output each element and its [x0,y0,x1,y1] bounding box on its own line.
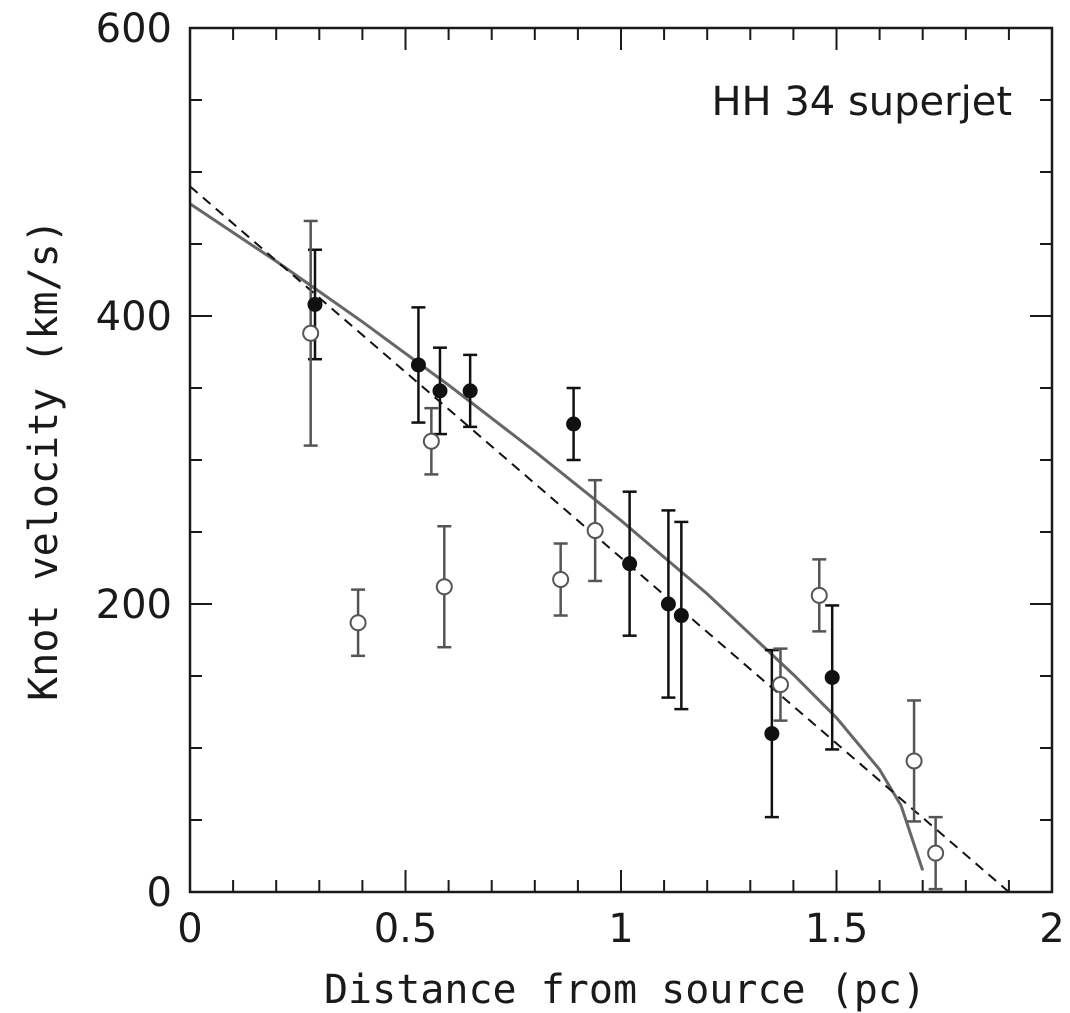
open-data-point [302,324,320,342]
open-data-point [927,844,945,862]
error-bars [303,219,943,891]
open-data-point [586,522,604,540]
x-tick-label: 0.5 [374,906,438,952]
filled-data-point [432,383,448,399]
x-tick-label: 1 [608,906,633,952]
axis-ticks [189,27,1053,893]
x-tick-label: 0 [177,906,202,952]
dashed-fit-line [189,185,1010,893]
filled-data-point [764,726,780,742]
open-data-point [552,571,570,589]
open-data-point [810,586,828,604]
filled-data-point [307,296,323,312]
data-markers [302,296,945,862]
filled-data-point [410,357,426,373]
y-tick-label: 600 [96,6,172,52]
filled-data-point [673,608,689,624]
filled-data-point [462,383,478,399]
fit-lines [189,185,1010,893]
open-data-point [422,432,440,450]
filled-data-point [824,669,840,685]
tick-labels: 0 0.5 1 1.5 2 0 200 400 600 [96,6,1065,952]
open-data-point [435,578,453,596]
x-tick-label: 2 [1039,906,1064,952]
y-tick-label: 200 [96,582,172,628]
solid-fit-line [189,202,925,871]
filled-data-point [660,596,676,612]
open-data-point [905,752,923,770]
x-tick-label: 1.5 [805,906,869,952]
plot-frame [188,26,1054,894]
open-data-point [349,614,367,632]
y-tick-label: 0 [147,870,172,916]
x-axis-title: Distance from source (pc) [324,967,926,1013]
y-tick-label: 400 [96,294,172,340]
open-data-point [771,676,789,694]
filled-data-point [622,556,638,572]
chart-annotation: HH 34 superjet [711,79,1012,125]
filled-data-point [566,416,582,432]
y-axis-title: Knot velocity (km/s) [21,219,67,701]
